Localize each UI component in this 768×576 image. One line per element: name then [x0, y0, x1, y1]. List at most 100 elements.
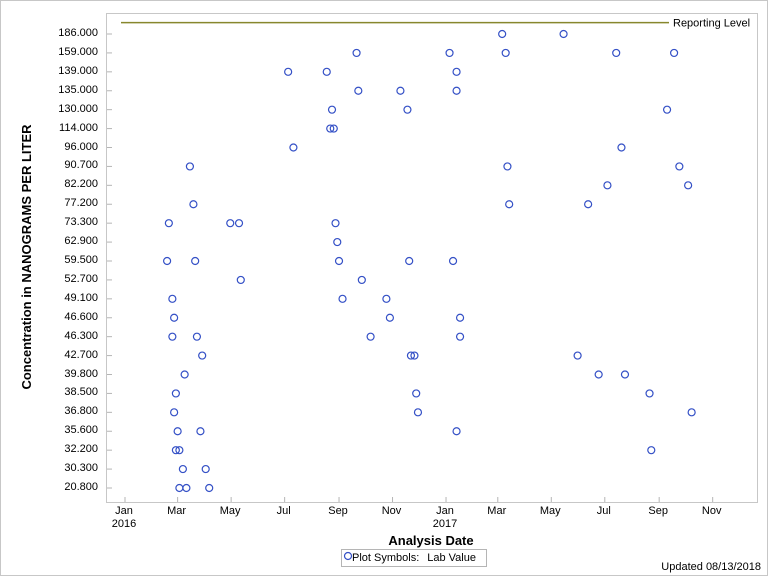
data-point	[453, 87, 460, 94]
data-point	[237, 276, 244, 283]
data-point	[406, 258, 413, 265]
data-point	[383, 295, 390, 302]
data-point	[169, 295, 176, 302]
tick-label: Jul	[597, 505, 611, 517]
tick-label: 135.000	[58, 84, 98, 96]
data-point	[174, 428, 181, 435]
data-point	[190, 201, 197, 208]
tick-label: 59.500	[64, 254, 98, 266]
tick-label: 32.200	[64, 443, 98, 455]
svg-text:Reporting Level: Reporting Level	[673, 18, 750, 30]
data-point	[585, 201, 592, 208]
data-point	[499, 31, 506, 38]
data-point	[353, 49, 360, 56]
tick-label: 46.600	[64, 311, 98, 323]
data-point	[504, 163, 511, 170]
data-point	[386, 314, 393, 321]
tick-label: Jan	[436, 505, 454, 517]
data-point	[332, 220, 339, 227]
data-point	[506, 201, 513, 208]
tick-label: 139.000	[58, 65, 98, 77]
data-point	[671, 49, 678, 56]
updated-footer: Updated 08/13/2018	[661, 561, 761, 573]
data-point	[621, 371, 628, 378]
data-point	[176, 485, 183, 492]
tick-label: 30.300	[64, 462, 98, 474]
tick-label: 114.000	[59, 122, 98, 134]
data-point	[290, 144, 297, 151]
data-point	[450, 258, 457, 265]
data-point	[604, 182, 611, 189]
tick-label: 90.700	[64, 159, 98, 171]
data-point	[457, 314, 464, 321]
tick-label: 77.200	[64, 197, 98, 209]
legend-item-label: Lab Value	[427, 552, 476, 564]
data-point	[502, 49, 509, 56]
tick-label: 159.000	[58, 46, 98, 58]
tick-label: 42.700	[64, 349, 98, 361]
data-point	[414, 409, 421, 416]
tick-label: Mar	[167, 505, 186, 517]
data-point	[186, 163, 193, 170]
data-point	[688, 409, 695, 416]
data-point	[648, 447, 655, 454]
data-point	[453, 68, 460, 75]
data-point	[574, 352, 581, 359]
tick-label: May	[220, 505, 241, 517]
data-point	[358, 276, 365, 283]
tick-label: 62.900	[64, 235, 98, 247]
tick-label: 130.000	[58, 103, 98, 115]
data-point	[193, 333, 200, 340]
tick-label: 2017	[433, 518, 457, 530]
data-point	[165, 220, 172, 227]
tick-label: 20.800	[64, 481, 98, 493]
tick-label: 36.800	[64, 405, 98, 417]
scatter-svg: Reporting Level	[107, 14, 757, 502]
tick-label: 49.100	[64, 292, 98, 304]
data-point	[336, 258, 343, 265]
data-point	[172, 390, 179, 397]
chart-card: Reporting Level Concentration in NANOGRA…	[0, 0, 768, 576]
data-point	[192, 258, 199, 265]
tick-label: Mar	[487, 505, 506, 517]
data-point	[181, 371, 188, 378]
data-point	[685, 182, 692, 189]
data-point	[339, 295, 346, 302]
data-point	[227, 220, 234, 227]
data-point	[618, 144, 625, 151]
data-point	[169, 333, 176, 340]
data-point	[206, 485, 213, 492]
data-point	[367, 333, 374, 340]
data-point	[236, 220, 243, 227]
data-point	[613, 49, 620, 56]
tick-label: 186.000	[58, 27, 98, 39]
data-point	[646, 390, 653, 397]
data-point	[560, 31, 567, 38]
data-point	[355, 87, 362, 94]
data-point	[171, 409, 178, 416]
data-point	[457, 333, 464, 340]
data-point	[323, 68, 330, 75]
data-point	[285, 68, 292, 75]
data-point	[183, 485, 190, 492]
legend-marker-icon	[342, 550, 354, 562]
data-point	[164, 258, 171, 265]
data-point	[676, 163, 683, 170]
tick-label: Sep	[328, 505, 348, 517]
tick-label: Jul	[277, 505, 291, 517]
data-point	[197, 428, 204, 435]
tick-label: 39.800	[64, 368, 98, 380]
x-axis-title: Analysis Date	[106, 533, 756, 548]
data-point	[329, 106, 336, 113]
data-point	[334, 239, 341, 246]
tick-label: 52.700	[64, 273, 98, 285]
y-axis-title: Concentration in NANOGRAMS PER LITER	[19, 107, 34, 407]
tick-label: Nov	[382, 505, 402, 517]
data-point	[413, 390, 420, 397]
tick-label: Sep	[648, 505, 668, 517]
tick-label: 82.200	[64, 178, 98, 190]
plot-area: Reporting Level	[106, 13, 758, 503]
data-point	[199, 352, 206, 359]
tick-label: May	[540, 505, 561, 517]
data-point	[453, 428, 460, 435]
